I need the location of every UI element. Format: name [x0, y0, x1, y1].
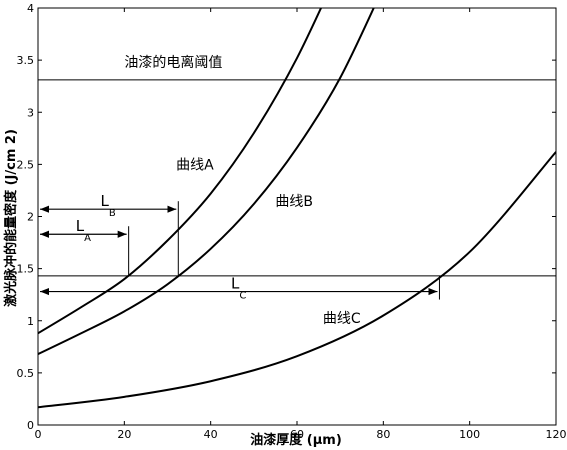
y-tick-label: 1 [27, 315, 34, 328]
y-tick-label: 2.5 [17, 158, 35, 171]
y-tick-label: 2 [27, 211, 34, 224]
threshold-label: 油漆的电离阈值 [124, 54, 222, 71]
series-lines [38, 8, 556, 409]
x-tick-label: 80 [376, 428, 390, 441]
dimension-arrows: LA LB LC [40, 192, 440, 302]
threshold-lines: 油漆的电离阈值 [38, 54, 556, 277]
x-axis-title: 油漆厚度 (μm) [250, 432, 342, 448]
curve-label-c: 曲线C [323, 311, 361, 327]
y-tick-label: 4 [27, 2, 34, 15]
y-tick-label: 3.5 [17, 54, 35, 67]
series-line-c [38, 151, 556, 409]
y-tick-label: 0 [27, 419, 34, 432]
x-tick-label: 40 [204, 428, 218, 441]
dimension-label-c: LC [231, 275, 246, 302]
y-tick-label: 1.5 [17, 263, 35, 276]
x-tick-label: 120 [546, 428, 567, 441]
series-line-a [38, 8, 323, 335]
series-line-b [38, 8, 375, 356]
curve-label-a: 曲线A [176, 158, 214, 174]
y-axis-title: 激光脉冲的能量密度 (J/cm 2) [3, 129, 19, 307]
ticks: 0 20 40 60 80 100 120 0 0.5 1 1.5 2 2.5 3 3.5 4 [17, 2, 567, 441]
curve-label-b: 曲线B [275, 194, 313, 210]
x-tick-label: 60 [290, 428, 304, 441]
dimension-label-b: LB [101, 192, 116, 219]
x-tick-label: 20 [117, 428, 131, 441]
x-tick-label: 100 [459, 428, 480, 441]
y-tick-label: 0.5 [17, 367, 35, 380]
dimension-label-a: LA [76, 217, 91, 244]
x-tick-label: 0 [35, 428, 42, 441]
y-tick-label: 3 [27, 106, 34, 119]
curve-labels: 曲线A 曲线B 曲线C [176, 158, 361, 327]
